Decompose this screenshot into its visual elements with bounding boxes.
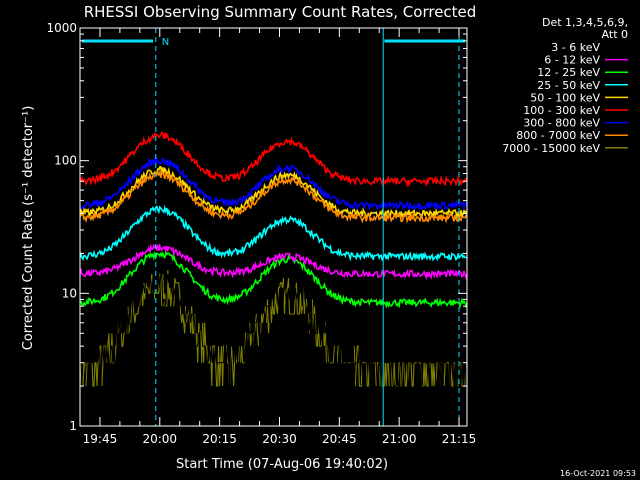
y-tick-label: 10	[62, 286, 77, 300]
legend-label: 3 - 6 keV	[551, 41, 600, 54]
x-tick-label: 20:00	[142, 432, 177, 446]
series-line	[79, 130, 468, 188]
legend-label: 7000 - 15000 keV	[502, 142, 600, 155]
legend-label: 800 - 7000 keV	[516, 129, 600, 142]
x-axis: 19:45 20:00 20:15 20:30 20:45 21:00 21:15	[79, 28, 477, 446]
series-line	[79, 156, 468, 211]
series-line	[79, 204, 468, 262]
marker-layer: N	[82, 28, 465, 426]
y-tick-label: 100	[54, 154, 77, 168]
plot-frame	[79, 27, 468, 427]
y-tick-label: 1	[69, 419, 77, 433]
series-line	[80, 269, 468, 387]
legend-label: 100 - 300 keV	[523, 104, 600, 117]
y-tick-label: 1000	[46, 21, 77, 35]
legend-header-line-1: Det 1,3,4,5,6,9,	[542, 16, 628, 29]
legend-label: 50 - 100 keV	[530, 91, 600, 104]
marker-n-label: N	[162, 37, 169, 48]
series-layer	[79, 130, 468, 387]
x-tick-label: 21:00	[382, 432, 417, 446]
y-axis-label: Corrected Count Rate (s⁻¹ detector⁻¹)	[21, 106, 36, 351]
series-line	[79, 250, 468, 309]
y-axis: 1 10 100 1000	[46, 21, 467, 433]
chart-title: RHESSI Observing Summary Count Rates, Co…	[84, 3, 477, 21]
legend-header-line-2: Att 0	[602, 28, 628, 41]
series-line	[79, 269, 468, 387]
legend-label: 6 - 12 keV	[544, 54, 600, 67]
legend-label: 12 - 25 keV	[537, 66, 600, 79]
legend-label: 300 - 800 keV	[523, 117, 600, 130]
series-line	[79, 169, 468, 224]
legend-label: 25 - 50 keV	[537, 79, 600, 92]
x-tick-label: 20:15	[202, 432, 237, 446]
x-tick-label: 19:45	[83, 432, 118, 446]
timestamp: 16-Oct-2021 09:53	[560, 469, 636, 478]
x-tick-label: 20:45	[322, 432, 357, 446]
x-tick-label: 21:15	[442, 432, 477, 446]
x-tick-label: 20:30	[262, 432, 297, 446]
x-axis-label: Start Time (07-Aug-06 19:40:02)	[176, 457, 388, 472]
series-line	[79, 242, 468, 281]
